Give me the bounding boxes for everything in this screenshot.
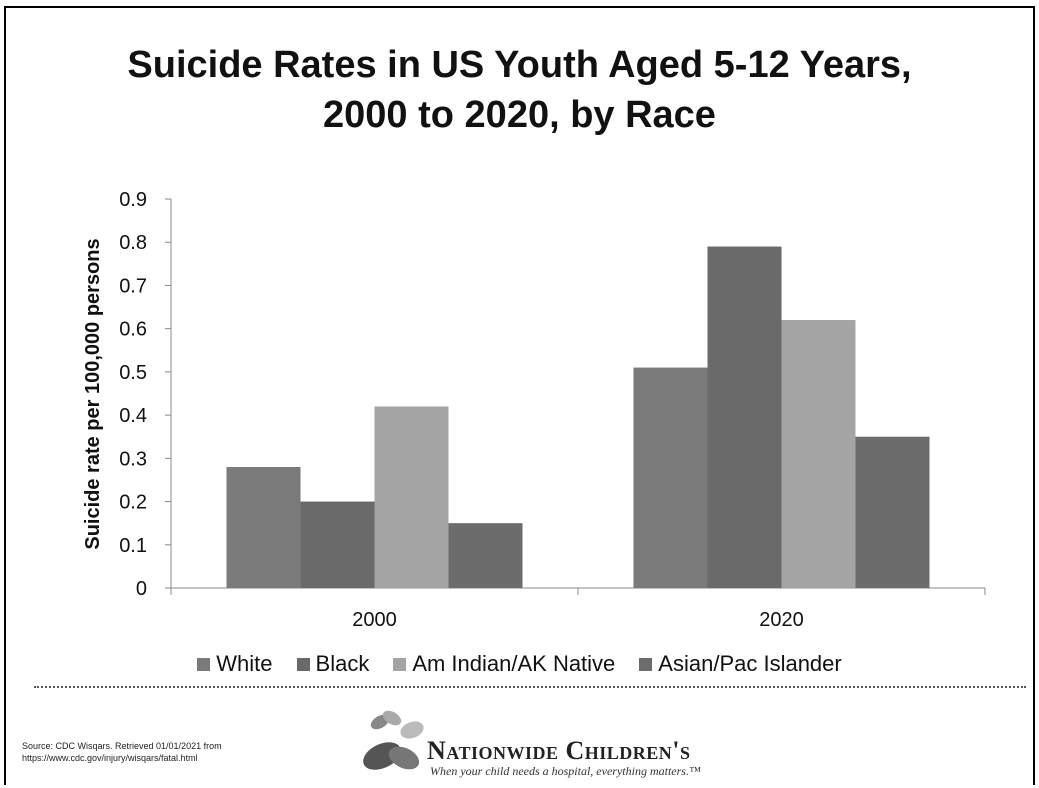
dotted-divider: [34, 686, 1026, 688]
legend-swatch: [296, 657, 310, 671]
legend-item: Am Indian/AK Native: [393, 651, 615, 677]
bar-chart: 0 0.1 0.2 0.3 0.4 0.5 0.6 0.7 0.8 0.9 2000 2020 Sui…: [82, 189, 986, 631]
x-tick-label: 2000: [352, 609, 397, 631]
bar-black-2020: [707, 246, 782, 589]
source-line-2: https://www.cdc.gov/injury/wisqars/fatal…: [22, 753, 198, 763]
chart-legend: White Black Am Indian/AK Native Asian/Pac I…: [0, 651, 1039, 677]
chart-title-line-2: 2000 to 2020, by Race: [323, 94, 716, 136]
chart-title: Suicide Rates in US Youth Aged 5-12 Year…: [0, 40, 1039, 140]
legend-item: White: [197, 651, 273, 677]
y-tick-label: 0.5: [119, 362, 147, 384]
legend-swatch: [393, 657, 407, 671]
y-tick-label: 0.6: [119, 319, 147, 341]
chart-title-line-1: Suicide Rates in US Youth Aged 5-12 Year…: [127, 44, 912, 86]
y-axis-label: Suicide rate per 100,000 persons: [82, 238, 104, 549]
nationwide-childrens-logo: Nationwide Children's When your child ne…: [352, 700, 722, 782]
y-tick-label: 0.1: [119, 535, 147, 557]
legend-item: Asian/Pac Islander: [639, 651, 842, 677]
source-note: Source: CDC Wisqars. Retrieved 01/01/202…: [22, 740, 282, 764]
legend-label: Asian/Pac Islander: [658, 651, 842, 676]
bar-asian-pac-islander-2000: [448, 523, 523, 588]
bar-white-2000: [226, 466, 301, 588]
legend-label: White: [216, 651, 273, 676]
x-tick-label: 2020: [759, 609, 804, 631]
brand-name: Nationwide Children's: [427, 736, 691, 765]
y-tick-label: 0.9: [119, 189, 147, 211]
legend-label: Am Indian/AK Native: [412, 651, 616, 676]
y-tick-label: 0.7: [119, 275, 147, 297]
slide-frame: [4, 6, 1035, 785]
butterfly-icon: [363, 710, 424, 770]
source-line-1: Source: CDC Wisqars. Retrieved 01/01/202…: [22, 741, 222, 751]
legend-swatch: [639, 657, 653, 671]
bar-white-2020: [633, 367, 708, 588]
bar-am-indian-ak-native-2020: [781, 320, 856, 588]
chart-bars: [226, 246, 930, 589]
y-tick-label: 0.3: [119, 448, 147, 470]
legend-item: Black: [296, 651, 370, 677]
legend-swatch: [197, 657, 211, 671]
bar-asian-pac-islander-2020: [855, 436, 930, 588]
bar-am-indian-ak-native-2000: [374, 406, 449, 588]
bar-black-2000: [300, 501, 375, 588]
chart-axes: 0 0.1 0.2 0.3 0.4 0.5 0.6 0.7 0.8 0.9 2000 2020: [119, 189, 986, 631]
y-tick-label: 0.2: [119, 492, 147, 514]
y-tick-label: 0.8: [119, 232, 147, 254]
brand-tagline: When your child needs a hospital, everyt…: [430, 764, 701, 778]
y-tick-label: 0.4: [119, 405, 147, 427]
y-tick-label: 0: [136, 578, 147, 600]
legend-label: Black: [315, 651, 370, 676]
